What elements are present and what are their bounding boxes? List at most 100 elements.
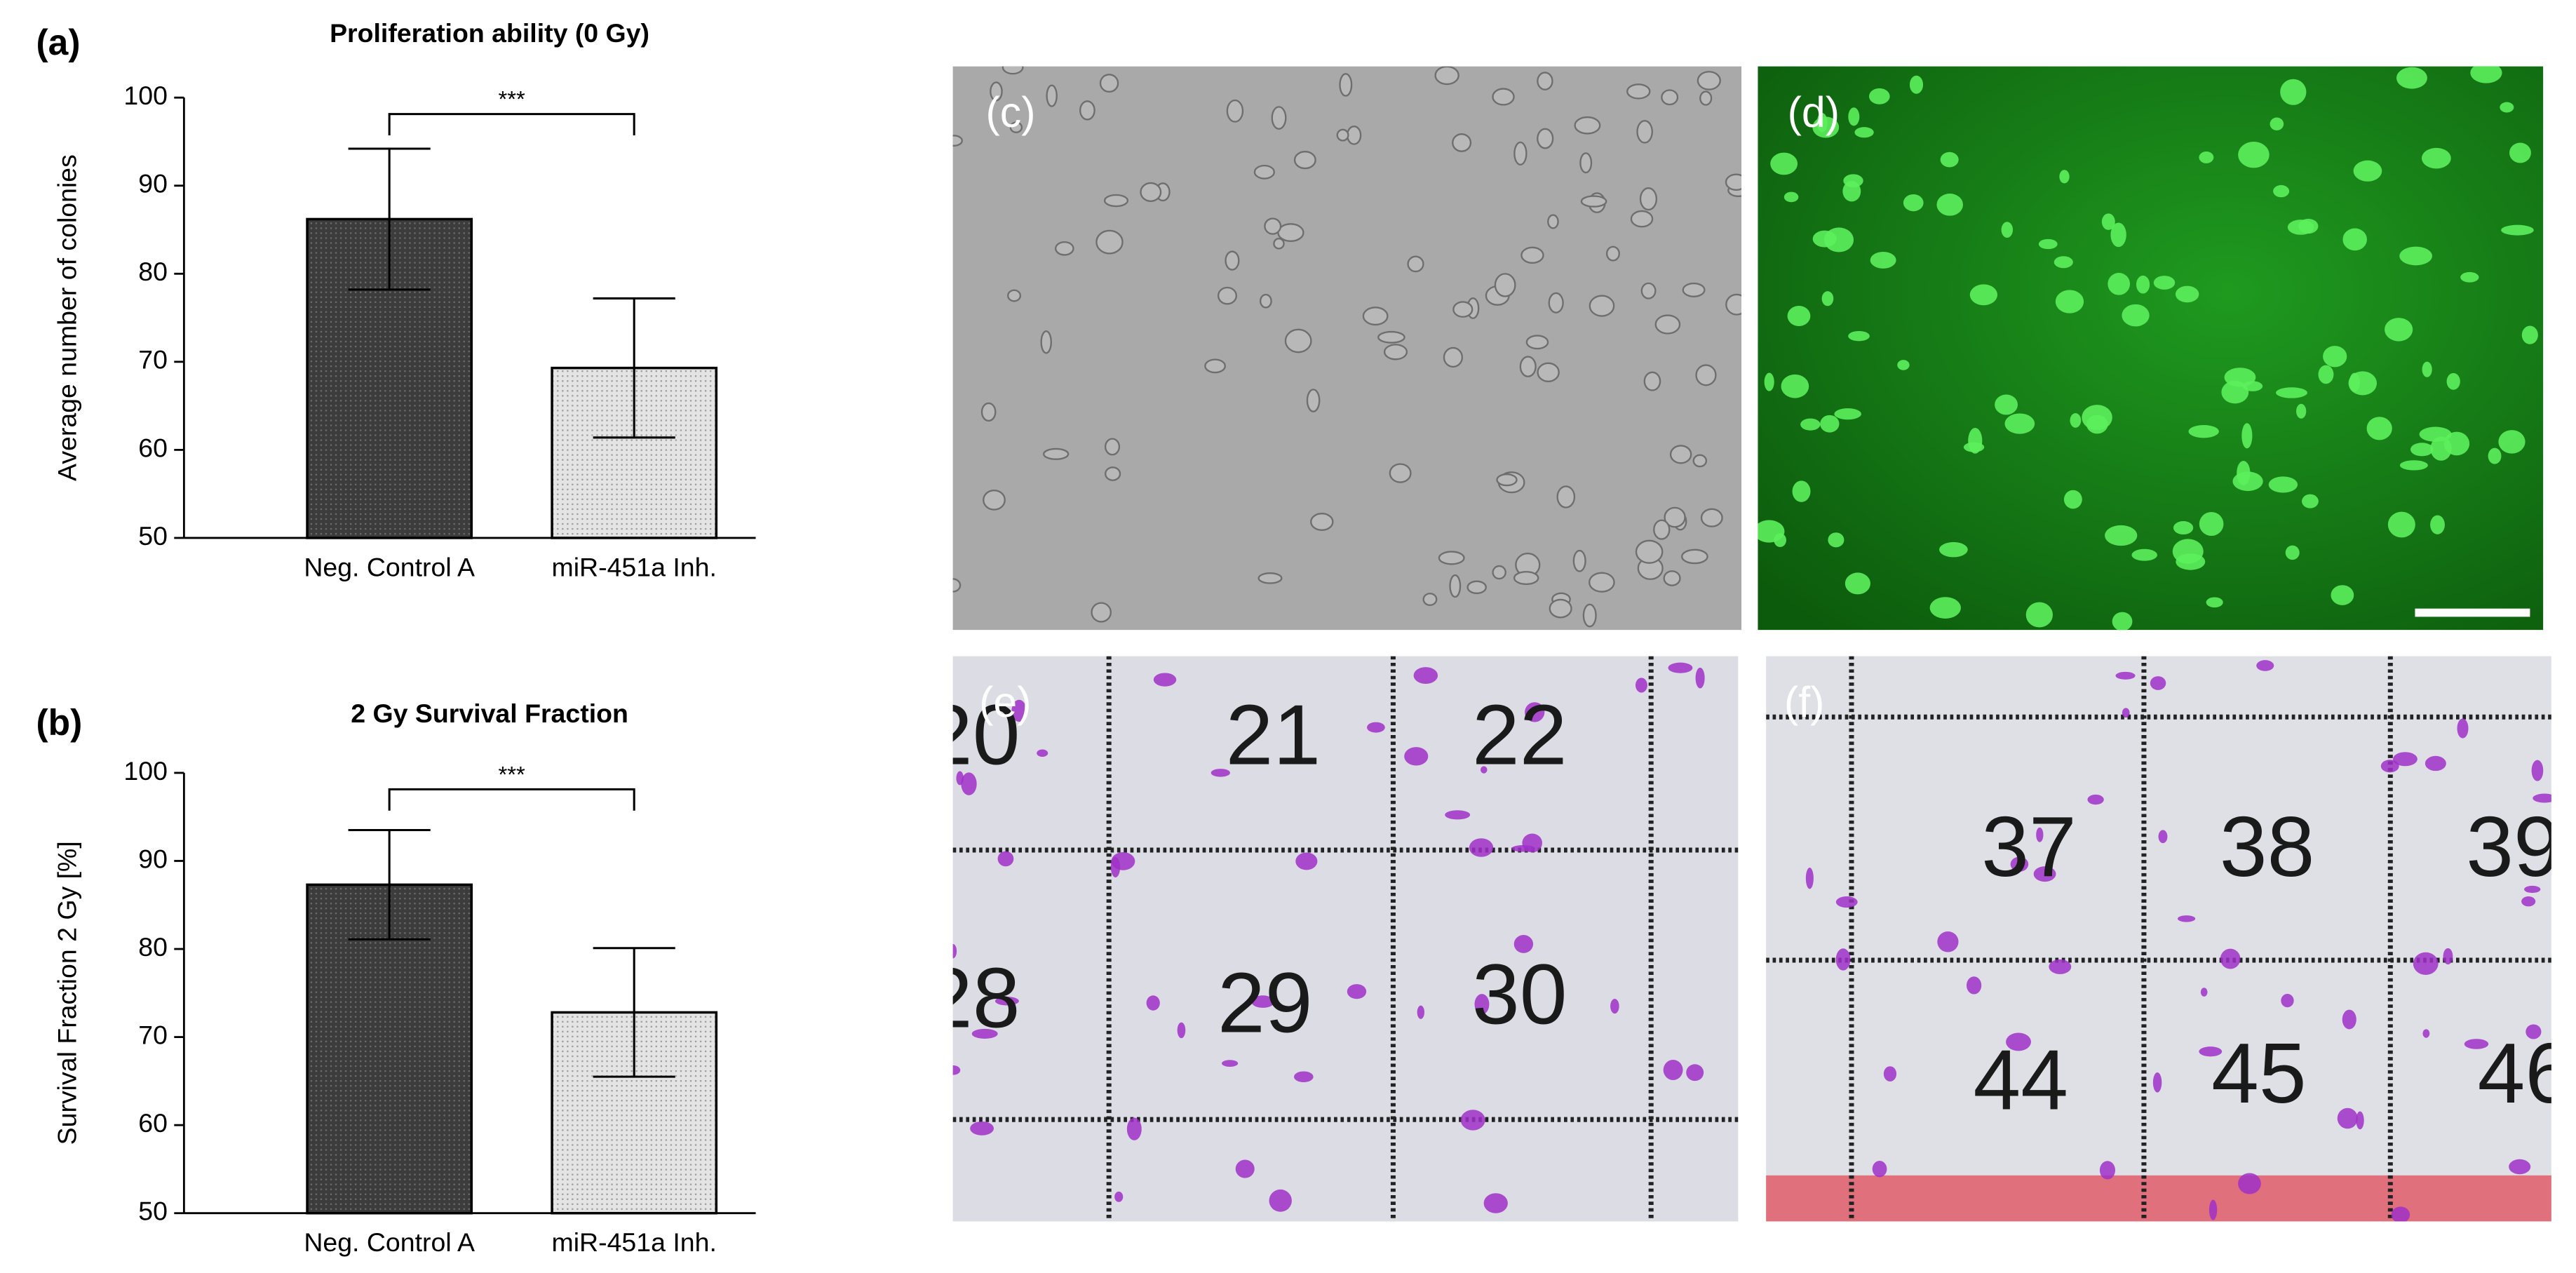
cell <box>2025 602 2053 628</box>
y-tick-label: 50 <box>138 1197 168 1226</box>
colony <box>1872 1161 1887 1178</box>
cell <box>1572 549 1586 572</box>
colony <box>1474 994 1490 1015</box>
cell <box>1204 358 1226 374</box>
grid-number: 28 <box>925 950 1020 1045</box>
colony <box>1663 1060 1683 1080</box>
cell <box>2199 151 2214 163</box>
y-tick-label: 80 <box>138 257 168 286</box>
cell <box>2353 160 2382 182</box>
cell <box>2221 380 2249 404</box>
cell <box>1095 229 1124 255</box>
y-tick-label: 70 <box>138 345 168 375</box>
cell <box>1537 128 1554 149</box>
cell <box>2285 545 2300 560</box>
cell <box>2082 405 2112 431</box>
cell <box>2509 142 2531 163</box>
cell <box>1995 394 2018 415</box>
colony <box>2526 1024 2542 1039</box>
y-axis-label: Survival Fraction 2 Gy [%] <box>52 841 81 1145</box>
colony <box>2443 948 2453 965</box>
cell <box>1007 289 1022 302</box>
cell <box>1787 306 1811 326</box>
colony <box>2049 959 2072 974</box>
colony <box>1177 1022 1186 1039</box>
cell <box>1438 551 1465 565</box>
colony <box>1883 1066 1897 1082</box>
y-tick-label: 50 <box>138 521 168 551</box>
cell <box>2070 413 2082 428</box>
cell <box>1452 301 1474 318</box>
cell <box>1792 480 1811 502</box>
cell <box>1758 520 1785 543</box>
colony <box>1367 722 1385 733</box>
cell <box>2396 67 2427 89</box>
cell <box>1422 593 1438 606</box>
colony <box>1269 1189 1292 1212</box>
grid-number: 39 <box>2466 799 2561 894</box>
cell <box>2318 365 2334 384</box>
cell <box>2206 597 2223 608</box>
cell <box>1680 548 1708 565</box>
cell <box>1582 603 1597 628</box>
cell <box>1520 246 1544 264</box>
colony <box>1469 838 1494 857</box>
cell <box>1800 418 1821 431</box>
cell <box>1725 173 1742 191</box>
cell <box>1828 532 1845 548</box>
cell <box>1968 427 1983 454</box>
cell <box>1700 508 1723 527</box>
cell <box>1434 66 1459 86</box>
cell <box>1259 293 1272 309</box>
grid-number: 37 <box>1981 799 2076 894</box>
cell <box>1293 151 1316 170</box>
cell <box>2419 426 2452 442</box>
colony <box>1222 1060 1239 1067</box>
colony <box>1211 769 1230 777</box>
cell <box>1466 580 1487 595</box>
y-tick-label: 90 <box>138 169 168 198</box>
cell <box>1377 330 1405 344</box>
y-tick-label: 100 <box>123 81 168 110</box>
cell <box>1661 89 1679 106</box>
cells-c <box>952 66 1742 628</box>
cell <box>1079 100 1095 121</box>
cell <box>1549 598 1572 619</box>
cell <box>2188 425 2219 438</box>
cell <box>2366 417 2392 440</box>
x-tick-label: Neg. Control A <box>304 1227 475 1257</box>
chart-title: 2 Gy Survival Fraction <box>351 699 628 728</box>
cell <box>2110 222 2126 248</box>
cell <box>1452 133 1472 152</box>
cell <box>1002 66 1024 75</box>
cell <box>2430 515 2445 534</box>
cell <box>1848 330 1870 342</box>
colony <box>1347 984 1367 999</box>
cell <box>1635 539 1664 564</box>
significance-bracket <box>388 788 635 811</box>
cell <box>1903 194 1924 212</box>
colony <box>970 1122 994 1136</box>
photo-grid-f <box>1766 656 2551 1222</box>
colony <box>1417 1005 1424 1019</box>
cell <box>2175 285 2199 303</box>
cell <box>1669 445 1692 464</box>
cell <box>2446 372 2460 390</box>
cell <box>2348 371 2378 396</box>
cell <box>1845 572 1870 595</box>
scale-bar <box>2415 608 2530 617</box>
cell <box>980 402 997 422</box>
colony <box>1111 851 1135 870</box>
colony <box>1114 1191 1124 1202</box>
cell <box>1099 74 1119 93</box>
colony <box>2087 794 2104 805</box>
cell <box>1870 252 1896 269</box>
cell <box>990 81 1003 102</box>
cell <box>1653 519 1671 540</box>
colony <box>2342 1009 2356 1030</box>
cell <box>2276 387 2307 398</box>
cell <box>2237 461 2251 485</box>
cell <box>1105 466 1121 481</box>
cell <box>1513 571 1539 586</box>
colony <box>2281 994 2294 1008</box>
